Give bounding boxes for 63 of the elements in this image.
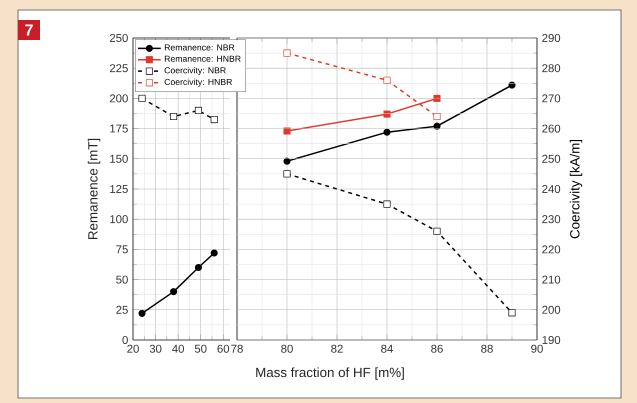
point — [508, 309, 516, 316]
y-tick-label: 0 — [122, 336, 128, 344]
point — [283, 50, 291, 57]
point — [138, 310, 146, 317]
y2-tick-label: 250 — [542, 154, 560, 163]
x-tick-label: 78 — [231, 344, 243, 353]
y2-tick-label: 260 — [542, 124, 560, 133]
point — [433, 228, 441, 235]
legend-label: Remanence: HNBR — [164, 56, 241, 62]
point — [433, 112, 441, 120]
y-tick-label: 150 — [110, 154, 128, 163]
text: 7 — [25, 24, 33, 36]
y2-tick-label: 290 — [542, 34, 560, 42]
y-tick-label: 50 — [116, 276, 128, 284]
x-axis-title: Mass fraction of HF [m%] — [256, 367, 404, 380]
y-tick-label: 75 — [116, 245, 128, 254]
y2-axis-title: Coercivity [kA/m] — [570, 140, 582, 238]
y-tick-label: 100 — [110, 215, 128, 224]
x-tick-label: 82 — [331, 344, 343, 353]
x-tick-label: 90 — [531, 344, 543, 353]
x-tick-label: 20 — [127, 344, 139, 353]
point — [383, 128, 391, 136]
point — [194, 106, 202, 114]
x-tick-label: 50 — [194, 344, 207, 353]
y2-tick-label: 190 — [542, 336, 560, 344]
x-tick-label: 88 — [481, 344, 493, 353]
y2-tick-label: 280 — [542, 64, 560, 72]
x-tick-label: 86 — [431, 344, 443, 353]
point — [433, 94, 441, 102]
point — [210, 116, 218, 124]
x-tick-label: 40 — [172, 344, 184, 353]
y-tick-label: 225 — [110, 64, 128, 72]
legend-label: Coercivity: HNBR — [164, 78, 232, 87]
y2-tick-label: 230 — [542, 215, 560, 224]
y-axis-title: Remanence [mT] — [88, 138, 100, 240]
x-tick-label: 60 — [218, 344, 230, 353]
point — [508, 82, 516, 89]
point — [283, 158, 291, 165]
y2-tick-label: 200 — [542, 306, 560, 314]
point — [283, 127, 291, 135]
y-tick-label: 200 — [110, 94, 128, 102]
legend-label: Coercivity: NBR — [164, 67, 226, 76]
x-tick-label: 80 — [281, 344, 293, 353]
y-tick-label: 125 — [110, 184, 128, 193]
point — [383, 76, 391, 84]
point — [170, 112, 178, 120]
point — [283, 170, 291, 178]
point — [170, 288, 178, 296]
point — [138, 94, 146, 102]
y2-tick-label: 210 — [542, 276, 560, 284]
y2-tick-label: 240 — [542, 184, 560, 193]
y-tick-label: 175 — [110, 124, 128, 133]
y-tick-label: 25 — [116, 306, 128, 314]
y2-tick-label: 220 — [542, 245, 560, 254]
y-tick-label: 250 — [110, 34, 128, 42]
y2-tick-label: 270 — [542, 94, 560, 102]
legend-label: Remanence: NBR — [164, 44, 234, 50]
x-tick-label: 30 — [150, 344, 162, 353]
point — [433, 122, 441, 130]
point — [210, 249, 218, 257]
point — [383, 200, 391, 208]
point — [194, 264, 202, 272]
x-tick-label: 84 — [381, 344, 393, 353]
